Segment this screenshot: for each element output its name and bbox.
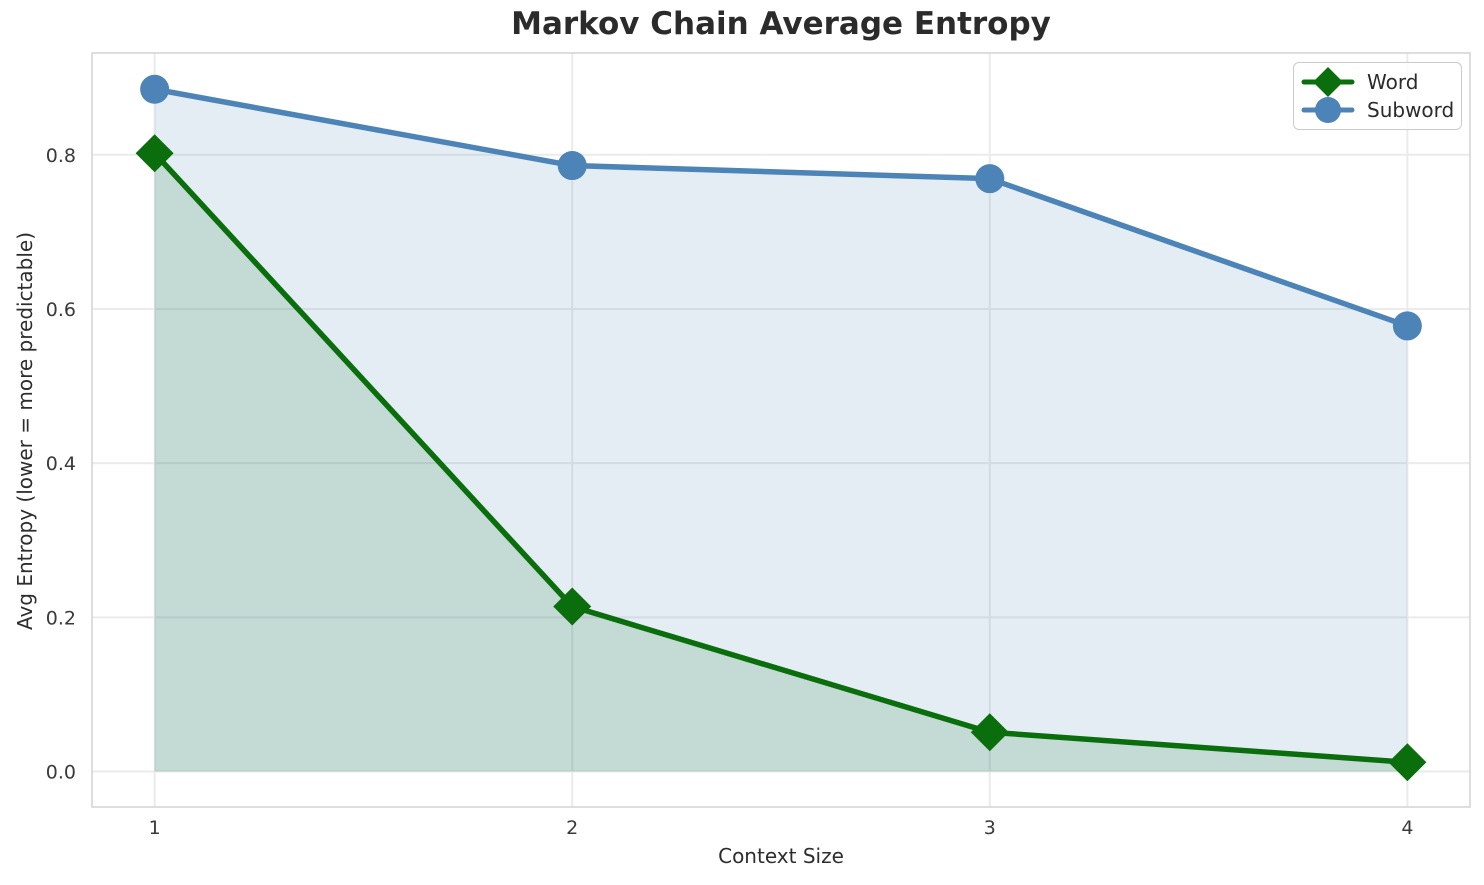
- y-tick-label-0.6: 0.6: [46, 299, 76, 321]
- x-tick-label-4: 4: [1401, 817, 1413, 839]
- legend-item-subword: Subword: [1301, 96, 1461, 124]
- y-axis-label: Avg Entropy (lower = more predictable): [13, 231, 37, 631]
- series-subword-marker-1: [140, 74, 170, 104]
- x-tick-label-1: 1: [149, 817, 161, 839]
- y-tick-label-0.0: 0.0: [46, 762, 76, 784]
- subword-legend-circle-icon: [1301, 97, 1355, 123]
- series-word-marker-1: [135, 134, 174, 173]
- series-subword-marker-3: [975, 164, 1005, 194]
- x-axis-label: Context Size: [718, 844, 844, 868]
- plot-border: [91, 52, 1471, 808]
- y-tick-label-0.8: 0.8: [46, 145, 76, 167]
- legend-label-word: Word: [1367, 70, 1419, 94]
- chart-title: Markov Chain Average Entropy: [511, 6, 1051, 42]
- series-word-marker-2: [553, 587, 592, 626]
- word-legend-diamond-icon: [1301, 67, 1355, 97]
- series-subword-marker-2: [557, 151, 587, 181]
- legend-item-word: Word: [1301, 67, 1461, 97]
- x-tick-label-2: 2: [566, 817, 578, 839]
- legend-label-subword: Subword: [1367, 98, 1455, 122]
- series-word-marker-4: [1388, 743, 1427, 782]
- y-tick-label-0.2: 0.2: [46, 607, 76, 629]
- series-word-marker-3: [970, 713, 1009, 752]
- series-subword-fill: [154, 89, 1408, 772]
- series-subword-line: [151, 86, 1411, 329]
- series-word-line: [151, 150, 1411, 766]
- x-tick-label-3: 3: [984, 817, 996, 839]
- series-word-fill: [154, 153, 1408, 772]
- legend: Word Subword: [1293, 62, 1462, 130]
- series-subword-marker-4: [1392, 311, 1422, 341]
- y-tick-label-0.4: 0.4: [46, 453, 76, 475]
